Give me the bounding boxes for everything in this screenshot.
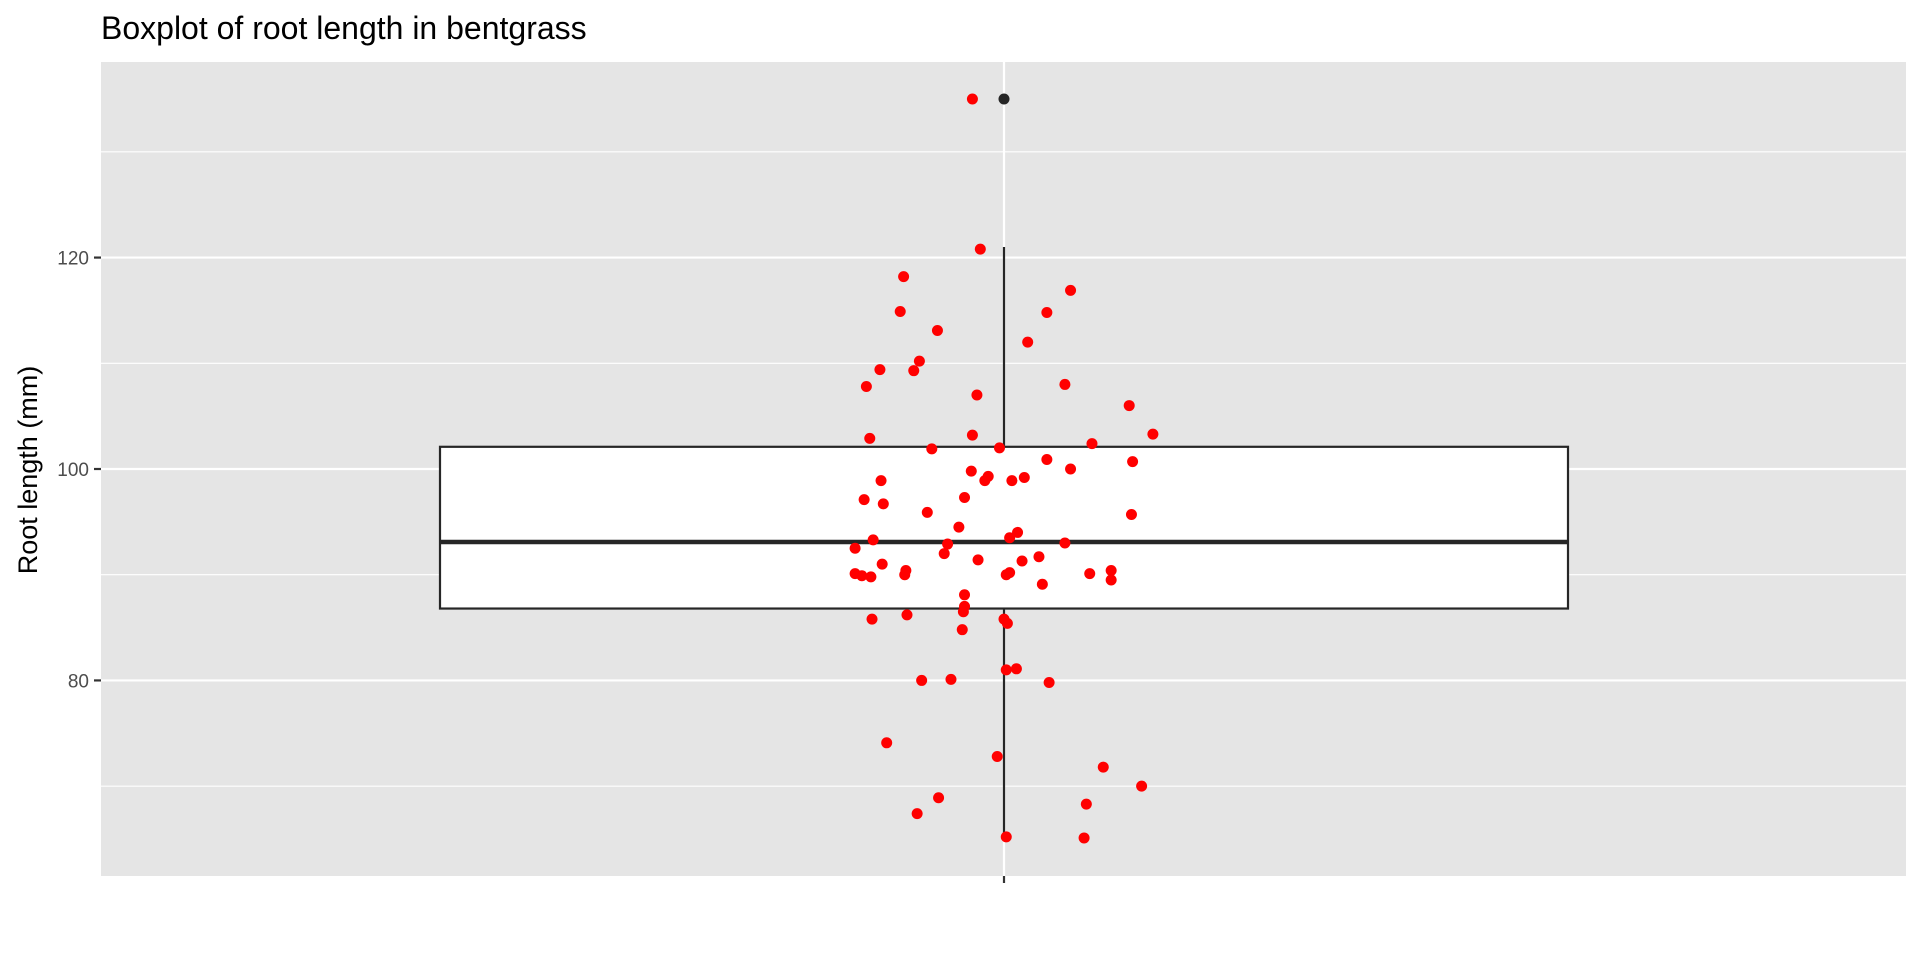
data-point <box>1147 428 1159 440</box>
data-point <box>926 443 938 455</box>
data-point <box>972 554 984 566</box>
data-point <box>921 506 933 518</box>
data-point <box>1065 463 1077 475</box>
data-point <box>953 521 965 533</box>
data-point <box>971 389 983 401</box>
data-point <box>974 243 986 255</box>
data-point <box>858 494 870 506</box>
data-point <box>959 492 971 504</box>
data-point <box>1059 537 1071 549</box>
data-point <box>1036 578 1048 590</box>
jitter-points <box>849 93 1159 844</box>
data-point <box>1006 475 1018 487</box>
data-point <box>931 325 943 337</box>
data-point <box>938 548 950 560</box>
data-point <box>1105 574 1117 586</box>
data-point <box>913 355 925 367</box>
data-point <box>957 606 969 618</box>
data-point <box>894 305 906 317</box>
data-point <box>979 475 991 487</box>
data-point <box>945 673 957 685</box>
data-point <box>1065 284 1077 296</box>
data-point <box>1078 832 1090 844</box>
data-point <box>1136 780 1148 792</box>
data-point <box>1022 336 1034 348</box>
data-point <box>1018 471 1030 483</box>
data-point <box>881 737 893 749</box>
data-point <box>1080 798 1092 810</box>
data-point <box>1086 438 1098 450</box>
data-point <box>908 365 920 377</box>
y-tick-label: 80 <box>68 671 89 692</box>
data-point <box>965 465 977 477</box>
data-point <box>867 534 879 546</box>
data-point <box>911 808 923 820</box>
data-point <box>1105 564 1117 576</box>
data-point <box>1127 456 1139 468</box>
data-point <box>856 570 868 582</box>
data-point <box>933 792 945 804</box>
data-point <box>874 364 886 376</box>
data-point <box>959 589 971 601</box>
data-point <box>876 558 888 570</box>
data-point <box>942 538 954 550</box>
chart-title: Boxplot of root length in bentgrass <box>101 10 587 46</box>
data-point <box>1041 453 1053 465</box>
data-point <box>1033 551 1045 563</box>
data-point <box>849 542 861 554</box>
y-axis: 80 100 120 <box>57 249 101 692</box>
data-point <box>1084 568 1096 580</box>
data-point <box>1000 664 1012 676</box>
y-axis-label: Root length (mm) <box>13 366 43 575</box>
data-point <box>901 609 913 621</box>
data-point <box>875 475 887 487</box>
data-point <box>898 271 910 283</box>
data-point <box>966 93 978 105</box>
data-point <box>1004 532 1016 544</box>
boxplot <box>438 93 1570 837</box>
data-point <box>1123 400 1135 412</box>
data-point <box>1097 761 1109 773</box>
data-point <box>1043 677 1055 689</box>
outlier-point <box>998 93 1010 105</box>
y-tick-label: 100 <box>57 460 89 481</box>
data-point <box>966 429 978 441</box>
data-point <box>860 381 872 393</box>
data-point <box>993 442 1005 454</box>
data-point <box>1125 508 1137 520</box>
data-point <box>1012 526 1024 538</box>
box-iqr <box>438 445 1570 610</box>
data-point <box>1010 663 1022 675</box>
data-point <box>1000 831 1012 843</box>
data-point <box>865 571 877 583</box>
data-point <box>1016 555 1028 567</box>
data-point <box>956 624 968 636</box>
data-point <box>1059 378 1071 390</box>
data-point <box>1001 617 1013 629</box>
data-point <box>899 569 911 581</box>
data-point <box>916 674 928 686</box>
data-point <box>1004 567 1016 579</box>
data-point <box>991 751 1003 763</box>
data-point <box>866 613 878 625</box>
data-point <box>864 432 876 444</box>
data-point <box>877 498 889 510</box>
y-tick-label: 120 <box>57 249 89 270</box>
data-point <box>1041 307 1053 319</box>
